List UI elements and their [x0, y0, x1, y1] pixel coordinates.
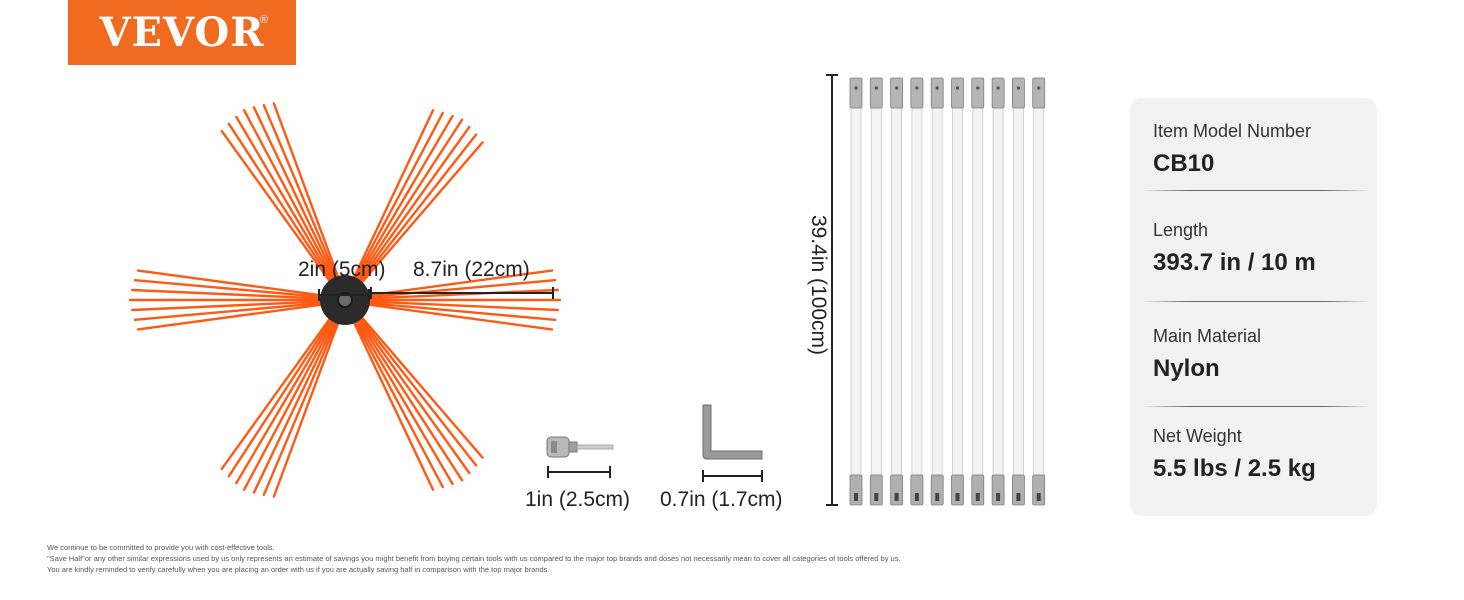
- bristle-strand: [136, 269, 325, 297]
- bristle-strand: [365, 301, 557, 322]
- spec-main-material: Main Material Nylon: [1153, 326, 1367, 383]
- brush-head-illustration: [128, 102, 562, 498]
- bristle-strand: [353, 111, 444, 282]
- bristle-strand: [220, 315, 333, 471]
- spec-divider: [1142, 190, 1370, 191]
- spec-value: 5.5 lbs / 2.5 kg: [1153, 455, 1316, 482]
- bristle-length-label: 8.7in (22cm): [413, 258, 530, 281]
- bristle-strand: [242, 108, 336, 282]
- brand-logo-text: VEVOR: [99, 9, 265, 56]
- bristle-dimension-line: [370, 287, 554, 299]
- bristle-strand: [235, 317, 335, 485]
- extension-rod: [951, 77, 964, 506]
- extension-rod: [930, 77, 944, 506]
- extension-rod: [869, 77, 883, 506]
- spec-divider: [1142, 301, 1370, 302]
- rod-length-dimension-line: [826, 74, 838, 506]
- spec-net-weight: Net Weight 5.5 lbs / 2.5 kg: [1153, 426, 1367, 483]
- adapter-dimension-line: [547, 466, 611, 478]
- adapter-length-label: 1in (2.5cm): [525, 488, 631, 511]
- bristle-strand: [356, 125, 471, 284]
- bristle-strand: [272, 319, 340, 498]
- specifications-card: Item Model Number CB10 Length 393.7 in /…: [1130, 98, 1377, 516]
- wrench-dimension-line: [702, 470, 763, 482]
- bristle-strand: [358, 133, 478, 285]
- brush-hub-thread: [337, 292, 353, 308]
- rod-adapter-icon: [546, 436, 614, 458]
- extension-rod: [849, 77, 863, 506]
- bristle-strand: [351, 109, 435, 281]
- rod-length-label: 39.4in (100cm): [807, 214, 830, 356]
- bristle-strand: [365, 303, 554, 331]
- extension-rod: [890, 77, 903, 506]
- bristle-strand: [359, 141, 484, 286]
- bristle-strand: [136, 303, 325, 331]
- bristle-strand: [133, 278, 325, 299]
- footnote-line: We continue to be committed to provide y…: [47, 543, 275, 552]
- spec-label: Net Weight: [1153, 426, 1242, 446]
- bristle-strand: [235, 115, 335, 283]
- spec-model-number: Item Model Number CB10: [1153, 121, 1367, 178]
- wrench-length-label: 0.7in (1.7cm): [660, 488, 783, 511]
- bristle-strand: [133, 301, 325, 322]
- extension-rods-illustration: [826, 74, 1046, 506]
- extension-rod: [1032, 77, 1046, 506]
- bristle-strand: [131, 288, 325, 300]
- bristle-strand: [242, 318, 336, 492]
- hub-diameter-label: 2in (5cm): [298, 258, 386, 281]
- bristle-strand: [359, 314, 484, 459]
- bristle-strand: [351, 319, 435, 491]
- brand-registered-mark: ®: [259, 14, 268, 26]
- bristle-strand: [353, 318, 444, 489]
- spec-label: Main Material: [1153, 326, 1262, 346]
- bristle-strand: [355, 118, 464, 283]
- spec-length: Length 393.7 in / 10 m: [1153, 220, 1367, 277]
- footnote-line: "Save Half"or any other similar expressi…: [47, 554, 901, 563]
- allen-wrench-icon: [702, 404, 763, 460]
- spec-label: Item Model Number: [1153, 121, 1312, 141]
- bristle-strand: [354, 318, 454, 486]
- brand-logo: VEVOR ®: [68, 0, 296, 65]
- spec-divider: [1142, 406, 1370, 407]
- bristle-strand: [272, 102, 340, 281]
- bristle-strand: [355, 317, 464, 482]
- spec-value: Nylon: [1153, 355, 1220, 382]
- bristle-strand: [356, 316, 471, 475]
- nylon-bristles: [128, 102, 562, 498]
- bristle-strand: [358, 315, 478, 467]
- extension-rod: [991, 77, 1005, 506]
- footnote-line: You are kindly reminded to verify carefu…: [47, 565, 550, 574]
- bristle-strand: [354, 114, 454, 282]
- extension-rod: [910, 77, 924, 506]
- bristle-strand: [227, 316, 334, 478]
- bristle-strand: [262, 103, 339, 281]
- bristle-strand: [365, 269, 554, 297]
- bristle-strand: [365, 278, 557, 299]
- accessories-illustration: [546, 404, 763, 482]
- hub-dimension-line: [318, 289, 370, 301]
- rod-group: [849, 77, 1046, 506]
- extension-rod: [971, 77, 985, 506]
- bristle-strand: [365, 300, 559, 312]
- bristle-strand: [227, 122, 334, 284]
- bristle-strand: [365, 288, 559, 300]
- bristle-strand: [131, 300, 325, 312]
- spec-label: Length: [1153, 220, 1209, 240]
- spec-value: 393.7 in / 10 m: [1153, 249, 1316, 276]
- extension-rod: [1011, 77, 1025, 506]
- bristle-strand: [252, 318, 338, 494]
- disclaimer-footnote: We continue to be committed to provide y…: [47, 542, 901, 575]
- bristle-strand: [262, 319, 339, 497]
- spec-value: CB10: [1153, 150, 1215, 177]
- bristle-strand: [220, 129, 333, 285]
- bristle-strand: [252, 106, 338, 282]
